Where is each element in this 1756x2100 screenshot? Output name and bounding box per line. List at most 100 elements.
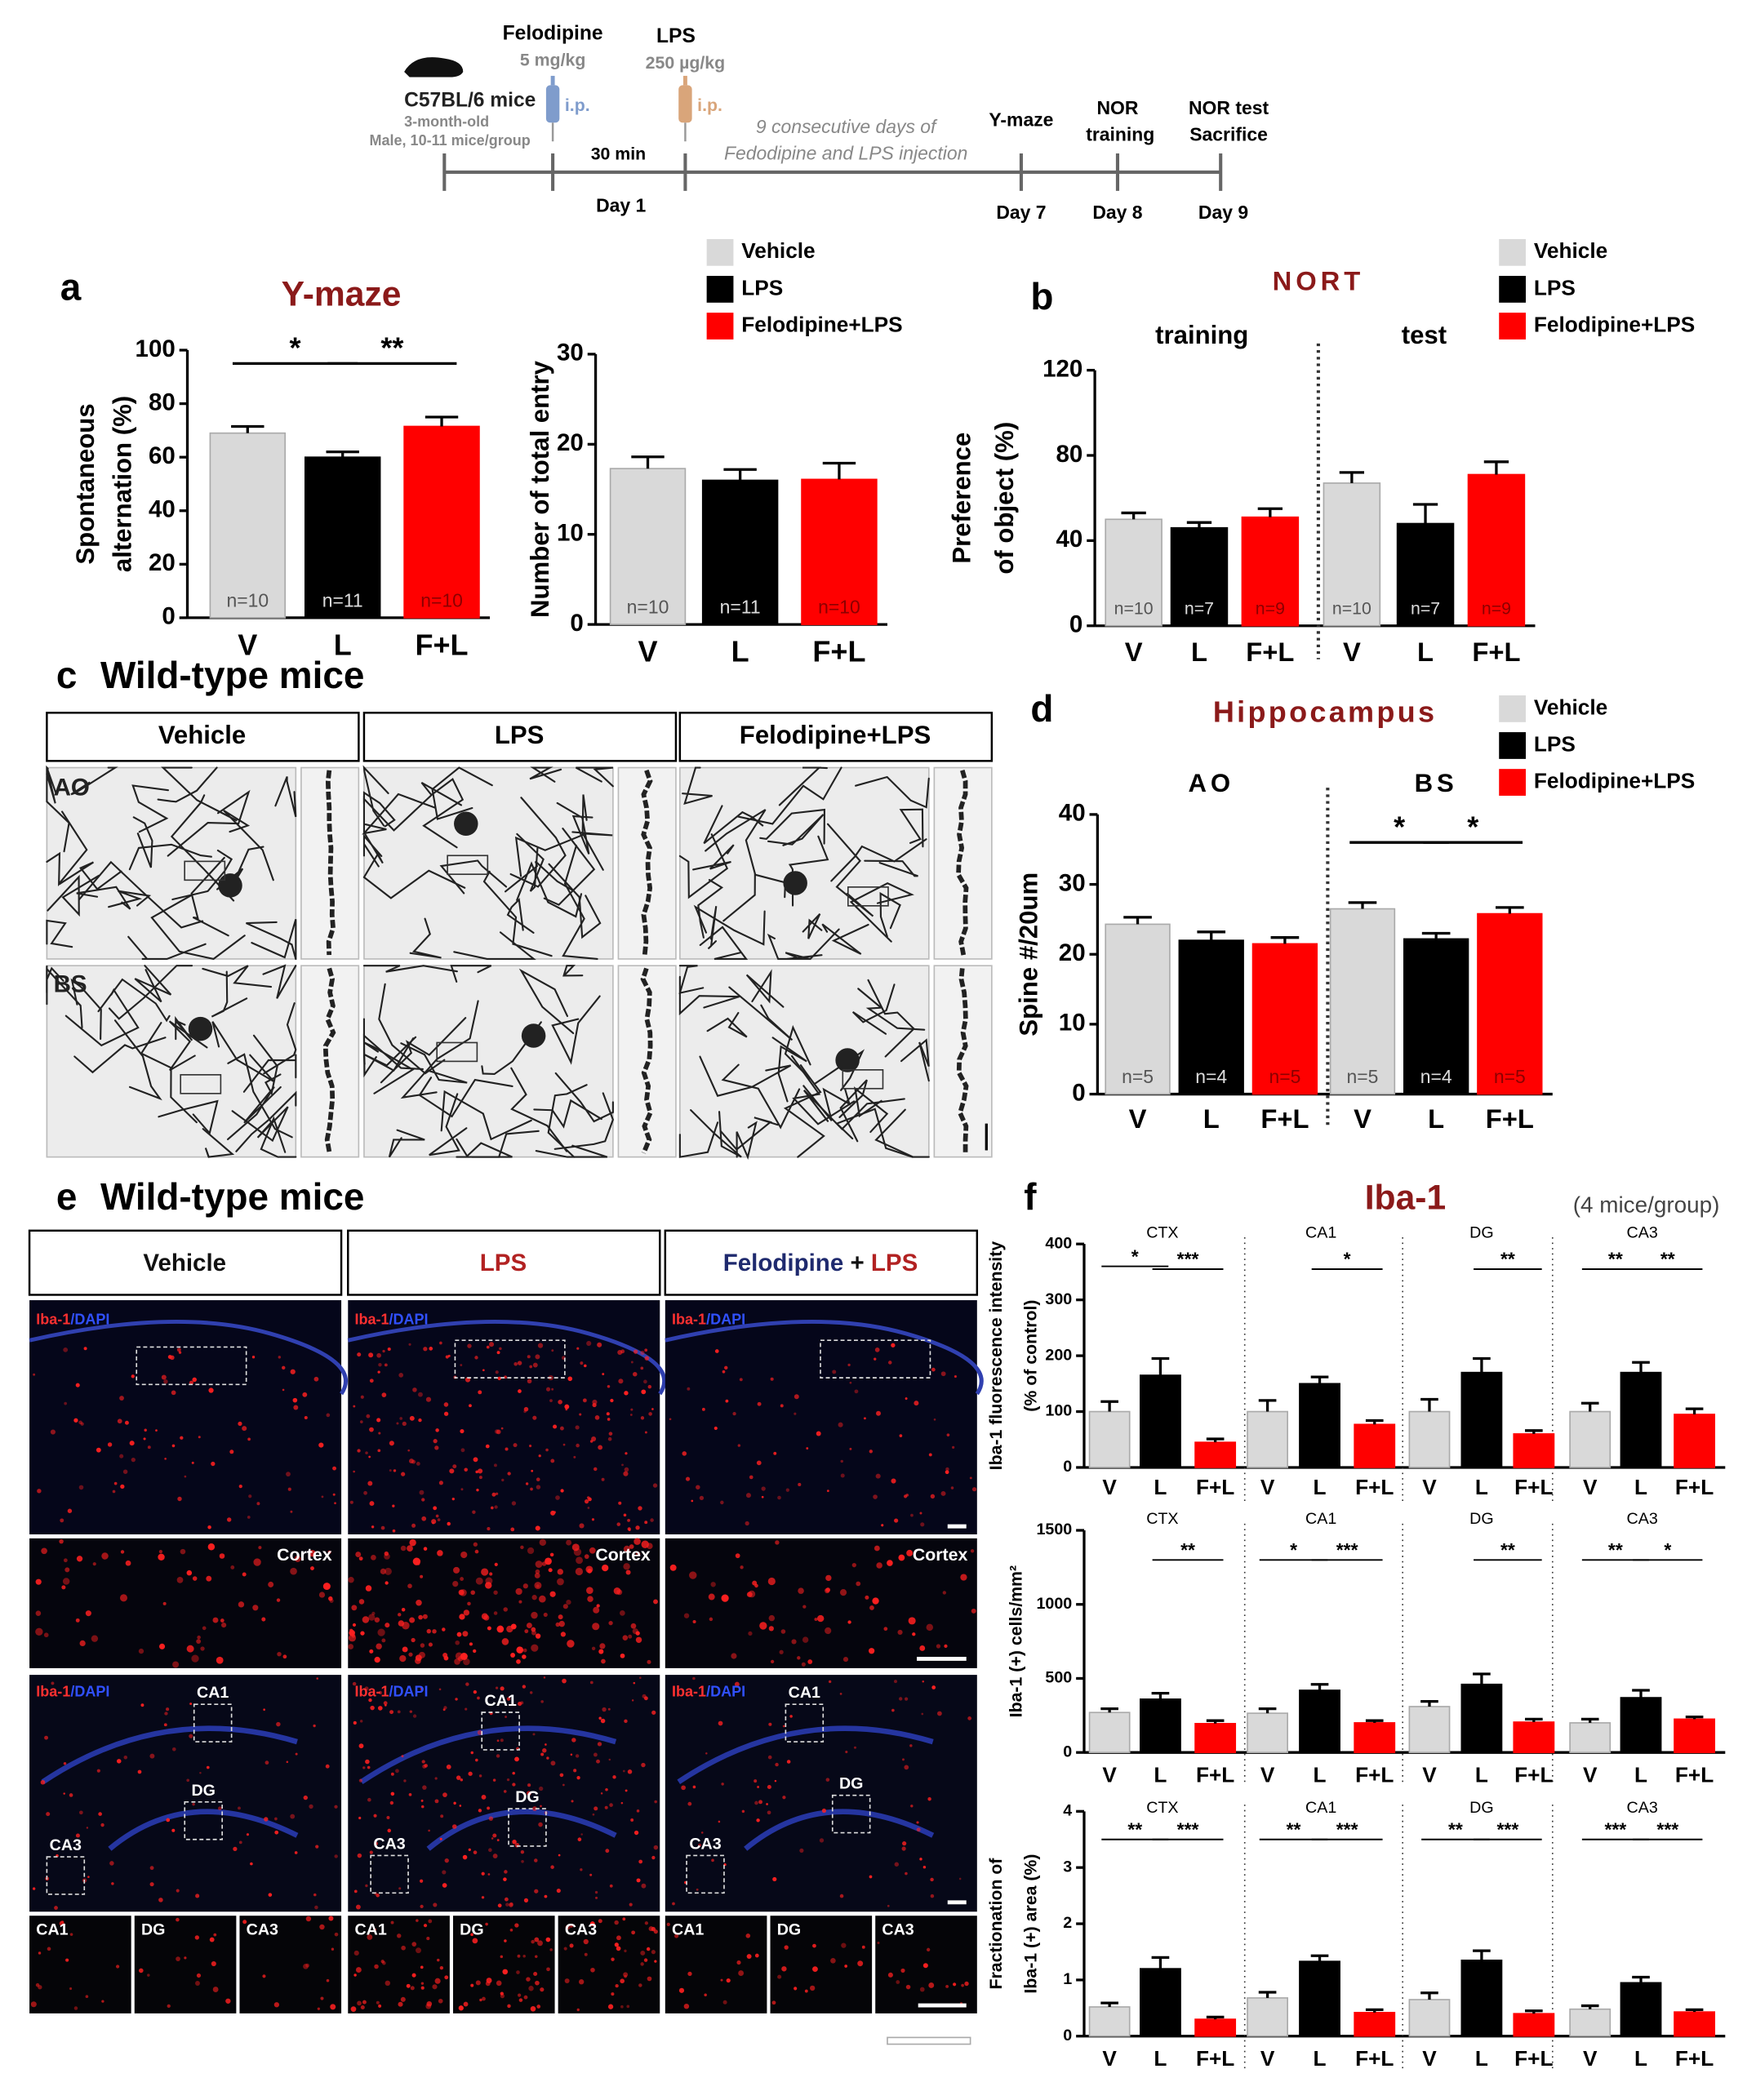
iba1-cell (565, 1925, 571, 1930)
error-bar (1580, 1401, 1599, 1412)
n-label: n=10 (627, 596, 669, 617)
significance-label: ** (1448, 1818, 1463, 1840)
iba1-cell (780, 1629, 786, 1634)
x-tick-label: V (1422, 1763, 1437, 1787)
iba1-cell (971, 1608, 976, 1614)
iba1-cell (777, 1974, 782, 1979)
x-tick-label: V (1129, 1103, 1147, 1134)
group-label: CA1 (1305, 1799, 1336, 1817)
iba1-cell (455, 1640, 460, 1645)
iba1-cell (766, 1803, 768, 1805)
neurite (211, 970, 248, 1018)
iba1-cell (633, 1830, 639, 1836)
bar (1247, 1410, 1289, 1468)
drug-name: LPS (656, 25, 696, 47)
n-label: n=11 (720, 596, 761, 617)
iba1-cell (624, 1467, 629, 1472)
error-bar (1420, 1397, 1438, 1412)
significance-label: ** (1608, 1539, 1623, 1561)
iba1-cell (534, 1889, 539, 1894)
iba1-cell (468, 1848, 471, 1851)
iba1-cell (847, 1620, 851, 1624)
error-bar (1473, 1949, 1491, 1960)
iba1-cell (131, 1374, 135, 1379)
error-bar (1348, 901, 1377, 909)
iba1-cell (691, 1499, 694, 1503)
iba1-cell (389, 1469, 392, 1472)
iba1-cell (683, 2003, 690, 2009)
iba1-cell (562, 1604, 568, 1609)
bar (1674, 2011, 1715, 2037)
iba1-cell (407, 1583, 412, 1589)
iba1-cell (625, 1789, 628, 1792)
iba1-cell (802, 1605, 807, 1609)
iba1-cell (518, 1701, 522, 1707)
iba1-cell (294, 1555, 301, 1562)
iba1-cell (628, 1634, 633, 1639)
inset-box (180, 1074, 222, 1094)
iba1-cell (641, 1389, 647, 1395)
note: Fedodipine and LPS injection (724, 143, 967, 164)
neurite (767, 814, 825, 846)
iba1-cell (768, 1722, 772, 1726)
iba1-cell (225, 1998, 231, 2004)
neurite (378, 983, 446, 1075)
iba1-cell (476, 1488, 479, 1492)
significance-label: * (1290, 1539, 1297, 1561)
iba1-cell (771, 2000, 776, 2005)
iba1-cell (669, 1564, 677, 1571)
inset-box (370, 1854, 409, 1894)
iba1-cell (840, 1459, 843, 1463)
micrograph (665, 1538, 977, 1668)
cell-layer (677, 1725, 935, 1851)
neurite (46, 919, 73, 948)
micrograph (29, 1300, 342, 1534)
iba1-cell (522, 1685, 527, 1689)
iba1-cell (522, 1654, 527, 1659)
iba1-cell (527, 1783, 531, 1787)
column-header-part: LPS (871, 1250, 918, 1276)
iba1-cell (528, 1986, 534, 1991)
iba1-cell (420, 1687, 424, 1690)
iba1-cell (412, 1714, 417, 1718)
neurite (867, 979, 915, 1058)
bar (1403, 938, 1469, 1095)
micrograph (770, 1916, 873, 2013)
iba1-cell (352, 1623, 357, 1627)
iba1-cell (501, 1638, 509, 1645)
iba1-cell (409, 1710, 413, 1713)
iba1-cell (178, 1351, 182, 1354)
iba1-cell (164, 1712, 168, 1716)
iba1-cell (807, 1659, 813, 1664)
iba1-cell (643, 1696, 648, 1701)
iba1-cell (473, 1457, 478, 1463)
iba1-cell (292, 1397, 298, 1403)
iba1-cell (874, 1357, 877, 1361)
x-tick-label: F+L (1196, 1475, 1234, 1499)
iba1-cell (651, 1855, 656, 1860)
panel-letter: e (56, 1175, 78, 1218)
iba1-cell (357, 2000, 362, 2006)
iba1-cell (460, 1488, 464, 1491)
iba1-cell (353, 1950, 359, 1956)
iba1-cell (741, 1809, 745, 1814)
iba1-cell (398, 2001, 403, 2007)
iba1-cell (945, 1470, 949, 1475)
n-label: n=10 (226, 589, 269, 610)
iba1-cell (69, 1793, 73, 1797)
iba1-cell (594, 1415, 600, 1420)
inset-box (184, 860, 226, 881)
iba1-cell (332, 1493, 336, 1496)
iba1-cell (586, 1496, 590, 1499)
iba1-cell (912, 1632, 916, 1636)
iba1-cell (638, 1859, 643, 1864)
y-tick-label: 10 (557, 520, 584, 547)
n-label: n=5 (1347, 1066, 1379, 1087)
stain-label: Iba-1/DAPI (672, 1683, 745, 1699)
iba1-cell (318, 1592, 326, 1598)
group-label: AO (1188, 769, 1234, 797)
iba1-cell (631, 1930, 636, 1935)
iba1-cell (334, 1502, 336, 1505)
iba1-cell (462, 1631, 469, 1637)
neurite (202, 1128, 235, 1158)
